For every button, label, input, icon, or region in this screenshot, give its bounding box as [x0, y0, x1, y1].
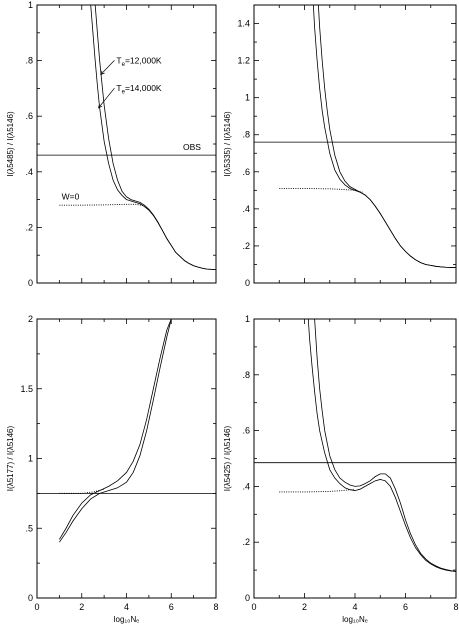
arrowhead [100, 70, 105, 76]
y-tick-label: .2 [25, 222, 33, 232]
annotation-label: Te=12,000K [116, 55, 162, 68]
annotation-label: Te=14,000K [116, 83, 162, 96]
x-axis-label: log₁₀Nₑ [342, 615, 367, 624]
panel-top-right: 0 .2 .4 .6 .8 1 1.2 1.4 I(λ5335) / I(λ5146) [223, 4, 457, 288]
x-tick-label: 2 [79, 602, 84, 612]
annotation-subscript: e [122, 62, 126, 68]
arrowhead [98, 103, 103, 109]
y-tick-label: 1.5 [20, 384, 33, 394]
y-tick-label: 1 [245, 93, 250, 103]
annotation-label: W=0 [62, 192, 80, 202]
annotation-arrow [100, 60, 115, 75]
annotation-main: T [116, 55, 121, 65]
x-tick-label: 6 [169, 602, 174, 612]
annotation-subscript: e [122, 90, 126, 96]
series-line-w0 [279, 188, 363, 193]
series-line-w0 [59, 203, 145, 207]
y-tick-label: 1 [28, 0, 33, 10]
y-tick-label: .4 [242, 204, 250, 214]
annotation-main: W=0 [62, 192, 80, 202]
plot-frame [253, 4, 457, 284]
y-tick-label: .5 [25, 523, 33, 533]
annotation-main: T [116, 83, 121, 93]
panel-top-left: 0.2.4.6.81I(λ5485) / I(λ5146) OBSTe=12,00… [6, 0, 217, 288]
series-group [59, 5, 216, 271]
y-tick-label: 1.4 [237, 19, 250, 29]
y-axis-label: I(λ5425) / I(λ5146) [223, 425, 232, 491]
y-tick-label: .4 [242, 481, 250, 491]
series-line-w0 [59, 488, 105, 494]
y-tick-label: .8 [242, 370, 250, 380]
y-axis-label: I(λ5485) / I(λ5146) [6, 111, 15, 177]
x-tick-label: 8 [213, 602, 218, 612]
series-line-1 [312, 5, 456, 269]
y-tick-label: .4 [25, 167, 33, 177]
y-axis-label: I(λ5335) / I(λ5146) [223, 111, 232, 177]
observed-ratio-label: OBS [183, 142, 201, 152]
x-tick-label: 4 [124, 602, 129, 612]
y-tick-label: 0 [245, 278, 250, 288]
x-tick-label: 0 [251, 602, 256, 612]
series-line-0 [59, 319, 172, 543]
series-line-1 [307, 319, 456, 572]
y-tick-label: 0 [245, 593, 250, 603]
plot-frame [36, 318, 217, 599]
y-tick-label: .2 [242, 537, 250, 547]
plot-frame [253, 318, 457, 599]
y-tick-label: .8 [25, 56, 33, 66]
series-line-w0 [279, 488, 356, 493]
series-line-1 [90, 5, 216, 271]
x-tick-label: 0 [34, 602, 39, 612]
series-line-1 [59, 319, 172, 540]
y-tick-label: 1.2 [237, 56, 250, 66]
y-tick-label: 0 [28, 278, 33, 288]
series-line-0 [314, 319, 456, 572]
panel-bottom-left: 0 2 4 6 8 0 .5 1 1.5 2 I(λ5177) / I(λ5146) log₁₀Nₑ [6, 314, 219, 624]
series-line-0 [94, 5, 216, 271]
y-tick-label: 1 [245, 314, 250, 324]
y-tick-label: .6 [242, 167, 250, 177]
y-tick-label: 0 [28, 593, 33, 603]
series-line-0 [317, 5, 456, 269]
y-tick-label: .6 [25, 111, 33, 121]
series-group [59, 319, 172, 543]
panel-bottom-right: 0 2 4 6 8 0 .2 .4 .6 .8 1 I(λ5425) / I(λ5146) log₁₀N… [223, 314, 459, 624]
x-tick-label: 6 [403, 602, 408, 612]
y-axis-label: I(λ5177) / I(λ5146) [6, 425, 15, 491]
annotation-value: =14,000K [125, 83, 162, 93]
y-tick-label: 1 [28, 454, 33, 464]
x-tick-label: 8 [453, 602, 458, 612]
y-tick-label: .2 [242, 241, 250, 251]
y-tick-label: .6 [242, 426, 250, 436]
series-group [279, 319, 456, 572]
annotation-arrow [98, 87, 115, 109]
x-axis-label: log₁₀Nₑ [114, 615, 139, 624]
y-tick-label: .8 [242, 130, 250, 140]
series-group [279, 5, 456, 269]
x-tick-label: 2 [302, 602, 307, 612]
annotation-value: =12,000K [125, 55, 162, 65]
y-tick-label: 2 [28, 314, 33, 324]
x-tick-label: 4 [352, 602, 357, 612]
